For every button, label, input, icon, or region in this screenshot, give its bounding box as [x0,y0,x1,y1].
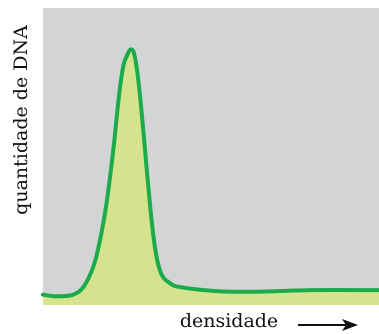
y-axis-label: quantidade de DNA [10,25,32,215]
area-fill [43,49,379,305]
series-line [41,47,379,299]
x-axis-label: densidade [180,310,278,332]
right-arrow-icon [298,319,358,331]
